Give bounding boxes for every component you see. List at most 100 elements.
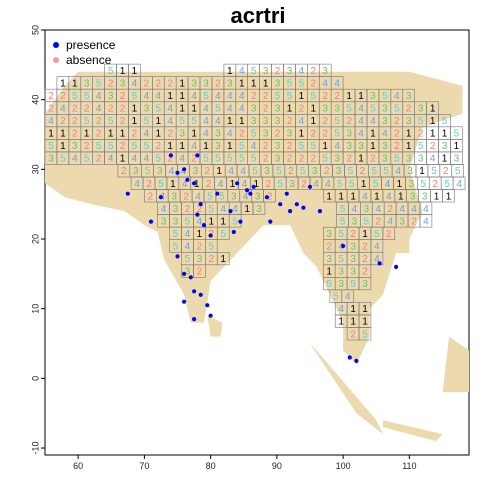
- grid-cell-label: 1: [299, 91, 305, 102]
- grid-cell-label: 2: [263, 91, 269, 102]
- grid-cell-label: 4: [456, 179, 462, 190]
- grid-cell-label: 1: [350, 304, 356, 315]
- grid-cell-label: 5: [338, 254, 344, 265]
- grid-cell-label: 2: [96, 129, 102, 140]
- grid-cell-label: 1: [120, 66, 126, 77]
- grid-cell-label: 2: [299, 154, 305, 165]
- grid-cell-label: 3: [406, 154, 412, 165]
- grid-cell-label: 5: [227, 154, 233, 165]
- grid-cell-label: 1: [216, 166, 222, 177]
- presence-point: [317, 209, 322, 214]
- grid-cell-label: 2: [299, 104, 305, 115]
- grid-cell-label: 4: [227, 104, 233, 115]
- grid-cell-label: 4: [134, 179, 140, 190]
- presence-point: [248, 191, 253, 196]
- grid-cell-label: 4: [251, 141, 257, 152]
- grid-cell-label: 2: [120, 104, 126, 115]
- grid-cell-label: 3: [322, 66, 328, 77]
- grid-cell-label: 2: [167, 129, 173, 140]
- grid-cell-label: 5: [156, 104, 162, 115]
- grid-cell: 2: [382, 226, 396, 240]
- grid-cell-label: 4: [215, 91, 221, 102]
- grid-cell-label: 2: [375, 216, 381, 227]
- grid-cell-label: 3: [418, 154, 424, 165]
- grid-cell-label: 3: [108, 91, 114, 102]
- grid-cell-label: 5: [364, 216, 370, 227]
- grid-cell-label: 2: [326, 242, 332, 253]
- grid-cell-label: 1: [362, 304, 368, 315]
- grid-cell-label: 2: [311, 154, 317, 165]
- grid-cell: 4: [452, 176, 466, 190]
- grid-cell-label: 5: [215, 154, 221, 165]
- grid-cell-label: 1: [108, 129, 114, 140]
- grid-cell-label: 5: [287, 91, 293, 102]
- grid-cell: 3: [252, 201, 266, 215]
- grid-cell-label: 5: [349, 179, 355, 190]
- grid-cell-label: 5: [346, 104, 352, 115]
- grid-cell-label: 5: [209, 204, 215, 215]
- grid-cell-label: 4: [334, 79, 340, 90]
- grid-cell-label: 4: [203, 116, 209, 127]
- axes: 60 70 80 90 100 110 -10 0 10 20 30 40 50: [30, 25, 416, 471]
- grid-cell-label: 2: [387, 204, 393, 215]
- legend-marker: [53, 42, 59, 48]
- grid-cell-label: 5: [287, 79, 293, 90]
- grid-cell-label: 1: [132, 66, 138, 77]
- grid-cell-label: 2: [108, 104, 114, 115]
- grid-cell-label: 1: [60, 141, 66, 152]
- grid-cell-label: 1: [287, 104, 293, 115]
- presence-point: [208, 313, 213, 318]
- grid-cell-label: 5: [340, 216, 346, 227]
- grid-cell-label: 1: [397, 179, 403, 190]
- grid-cell-label: 5: [158, 179, 164, 190]
- grid-cell-label: 4: [345, 292, 351, 303]
- grid-cell-label: 3: [289, 179, 295, 190]
- presence-point: [347, 355, 352, 360]
- grid-cell-label: 4: [96, 104, 102, 115]
- grid-cell-label: 4: [182, 179, 188, 190]
- grid-cell-label: 2: [185, 204, 191, 215]
- grid-cell-label: 3: [275, 116, 281, 127]
- grid-cell-box: [217, 226, 230, 240]
- grid-cell-label: 2: [156, 79, 162, 90]
- grid-cell-label: 4: [313, 179, 319, 190]
- grid-cell-label: 4: [108, 154, 114, 165]
- grid-cell-label: 4: [374, 254, 380, 265]
- grid-cell-label: 3: [191, 79, 197, 90]
- grid-cell-label: 2: [72, 116, 78, 127]
- grid-cell-label: 2: [394, 116, 400, 127]
- grid-cell-label: 5: [374, 229, 380, 240]
- presence-point: [125, 191, 130, 196]
- grid-cell-box: [452, 176, 466, 190]
- grid-cell-label: 5: [251, 129, 257, 140]
- grid-cell-label: 5: [239, 141, 245, 152]
- land-shape: [442, 336, 469, 393]
- grid-cell-label: 4: [228, 166, 234, 177]
- grid-cell-box: [442, 189, 455, 203]
- grid-cell: 4: [419, 214, 433, 228]
- grid-cell-label: 5: [239, 154, 245, 165]
- grid-cell-label: 3: [84, 79, 90, 90]
- grid-cell-label: 4: [374, 242, 380, 253]
- grid-cell-label: 3: [382, 116, 388, 127]
- grid-cell-label: 3: [251, 116, 257, 127]
- grid-cell-label: 5: [207, 191, 213, 202]
- grid-cell-label: 5: [48, 141, 54, 152]
- grid-cell-label: 3: [264, 166, 270, 177]
- grid-cell-label: 1: [362, 317, 368, 328]
- grid-cell-label: 4: [322, 79, 328, 90]
- grid-cell-label: 1: [209, 216, 215, 227]
- grid-cell-label: 5: [431, 166, 437, 177]
- grid-cell-label: 2: [84, 104, 90, 115]
- grid-cell-label: 3: [350, 242, 356, 253]
- grid-cell-label: 4: [220, 204, 226, 215]
- grid-cell-label: 4: [215, 116, 221, 127]
- presence-point: [182, 167, 187, 172]
- grid-cell-label: 2: [267, 191, 273, 202]
- grid-cell-label: 4: [167, 104, 173, 115]
- grid-cell-label: 3: [338, 279, 344, 290]
- grid-cell-label: 5: [348, 166, 354, 177]
- grid-cell-label: 3: [48, 154, 54, 165]
- grid-cell-label: 4: [423, 204, 429, 215]
- grid-cell: 1: [442, 189, 455, 203]
